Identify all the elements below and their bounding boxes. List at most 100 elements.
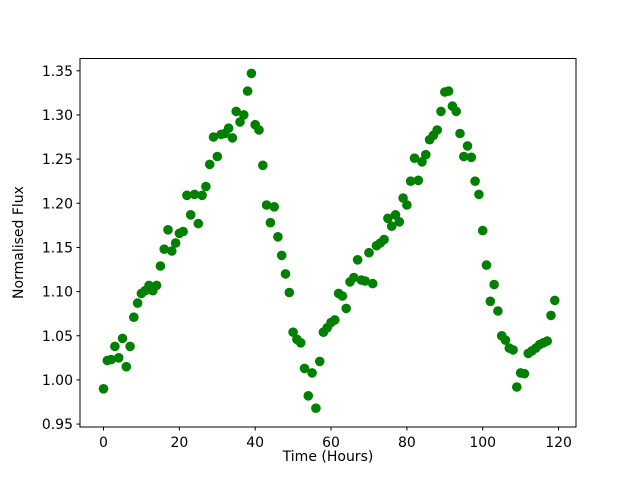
data-point xyxy=(129,312,139,323)
data-point xyxy=(208,132,219,142)
data-point xyxy=(110,341,120,352)
data-point xyxy=(189,189,200,200)
data-point xyxy=(197,190,207,201)
data-point xyxy=(242,86,253,96)
data-point xyxy=(474,189,484,200)
data-point xyxy=(182,190,192,201)
x-axis-label: Time (Hours) xyxy=(282,449,374,465)
data-point xyxy=(330,315,340,325)
data-point xyxy=(117,333,128,344)
plot-border xyxy=(79,58,577,428)
data-point xyxy=(470,176,480,186)
data-point xyxy=(227,133,238,143)
data-point xyxy=(379,234,389,245)
y-tick-label: 1.25 xyxy=(42,152,73,168)
data-point xyxy=(349,272,359,283)
data-point xyxy=(466,152,477,163)
data-point xyxy=(155,261,166,271)
x-tick-label: 20 xyxy=(170,435,188,451)
data-point xyxy=(405,176,416,186)
data-point xyxy=(284,287,295,298)
data-point xyxy=(159,244,169,254)
data-point xyxy=(265,217,276,228)
data-point xyxy=(299,363,310,374)
data-point xyxy=(121,361,132,372)
data-point xyxy=(223,123,234,133)
data-point xyxy=(254,125,264,135)
data-point xyxy=(542,336,552,346)
data-point xyxy=(337,291,348,301)
data-point xyxy=(178,226,188,237)
data-point xyxy=(360,276,371,286)
data-point xyxy=(125,341,135,352)
data-point xyxy=(432,125,443,135)
data-point xyxy=(163,225,173,235)
data-point xyxy=(546,310,556,321)
data-point xyxy=(421,149,431,160)
data-point xyxy=(185,210,196,220)
y-tick-label: 1.05 xyxy=(42,329,73,345)
data-point xyxy=(367,278,378,289)
x-tick-label: 0 xyxy=(99,435,108,451)
data-point xyxy=(390,210,401,220)
data-point xyxy=(443,86,454,96)
data-point xyxy=(500,335,511,346)
data-point xyxy=(204,159,215,170)
data-point xyxy=(98,384,109,394)
data-point xyxy=(231,106,241,117)
data-point xyxy=(269,202,280,212)
data-point xyxy=(386,221,397,231)
data-point xyxy=(519,368,530,379)
data-point xyxy=(132,298,143,308)
x-tick-label: 40 xyxy=(246,435,264,451)
y-tick-label: 1.35 xyxy=(42,64,73,80)
y-tick-label: 1.10 xyxy=(42,285,73,301)
data-point xyxy=(489,279,499,290)
data-point xyxy=(451,106,462,117)
data-point xyxy=(462,141,473,151)
data-point xyxy=(409,153,420,163)
data-point xyxy=(235,117,245,127)
data-point xyxy=(170,238,181,248)
data-point xyxy=(459,151,469,162)
y-tick-label: 1.15 xyxy=(42,240,73,256)
data-point xyxy=(106,354,116,365)
y-axis-label: Normalised Flux xyxy=(11,186,27,299)
data-point xyxy=(167,246,177,256)
data-point xyxy=(201,181,211,192)
data-point xyxy=(212,151,223,162)
data-point xyxy=(398,193,408,203)
data-point xyxy=(481,260,492,270)
data-point xyxy=(295,338,306,348)
data-point xyxy=(493,306,503,316)
data-point xyxy=(341,303,352,314)
data-point xyxy=(485,296,496,307)
data-point xyxy=(307,368,317,378)
data-point xyxy=(273,232,283,242)
data-point xyxy=(288,327,298,338)
y-tick-label: 0.95 xyxy=(42,417,73,433)
data-point xyxy=(261,200,272,210)
data-point xyxy=(276,250,287,261)
data-point xyxy=(383,213,393,224)
data-point xyxy=(258,160,268,171)
data-point xyxy=(512,382,522,392)
data-point xyxy=(113,353,124,363)
data-point xyxy=(436,106,446,117)
data-point xyxy=(477,225,488,236)
x-tick-label: 60 xyxy=(322,435,340,451)
data-point xyxy=(550,295,560,306)
data-point xyxy=(303,391,314,401)
data-point xyxy=(508,345,518,355)
data-point xyxy=(280,269,291,279)
data-point xyxy=(402,200,412,210)
y-tick-label: 1.20 xyxy=(42,196,73,212)
data-point xyxy=(455,128,465,139)
data-point xyxy=(151,280,162,291)
x-tick-label: 120 xyxy=(545,435,572,451)
data-point xyxy=(193,218,204,229)
x-tick-label: 80 xyxy=(398,435,416,451)
data-point xyxy=(246,68,257,79)
data-point xyxy=(314,356,325,367)
